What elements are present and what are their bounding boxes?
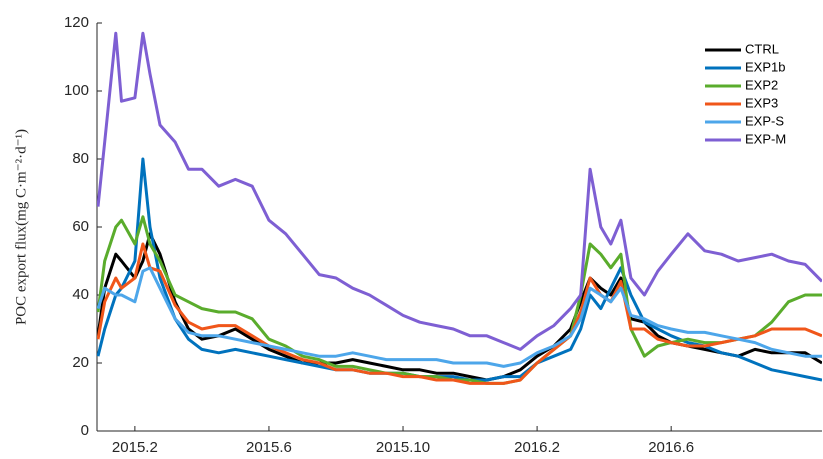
legend-label: EXP-S <box>745 113 784 128</box>
y-tick-label: 0 <box>81 422 89 439</box>
series-line <box>97 215 822 385</box>
y-tick-label: 80 <box>72 150 89 167</box>
legend-label: EXP3 <box>745 95 778 110</box>
y-axis-label: POC export flux(mg C·m⁻²·d⁻¹) <box>13 129 29 325</box>
y-tick-label: 40 <box>72 286 89 303</box>
x-tick-label: 2015.2 <box>112 439 158 456</box>
series-line <box>97 266 822 368</box>
legend-label: CTRL <box>745 41 779 56</box>
series-line <box>97 157 822 382</box>
y-tick-label: 60 <box>72 218 89 235</box>
y-tick-label: 120 <box>64 14 89 31</box>
x-tick-label: 2016.2 <box>514 439 560 456</box>
x-tick-label: 2015.10 <box>376 439 430 456</box>
series-line <box>97 232 822 382</box>
legend-label: EXP-M <box>745 131 786 146</box>
x-tick-label: 2015.6 <box>246 439 292 456</box>
legend-label: EXP1b <box>745 59 785 74</box>
series-line <box>97 31 822 351</box>
y-tick-label: 100 <box>64 82 89 99</box>
legend-label: EXP2 <box>745 77 778 92</box>
y-tick-label: 20 <box>72 354 89 371</box>
x-tick-label: 2016.6 <box>648 439 694 456</box>
series-line <box>97 242 822 385</box>
